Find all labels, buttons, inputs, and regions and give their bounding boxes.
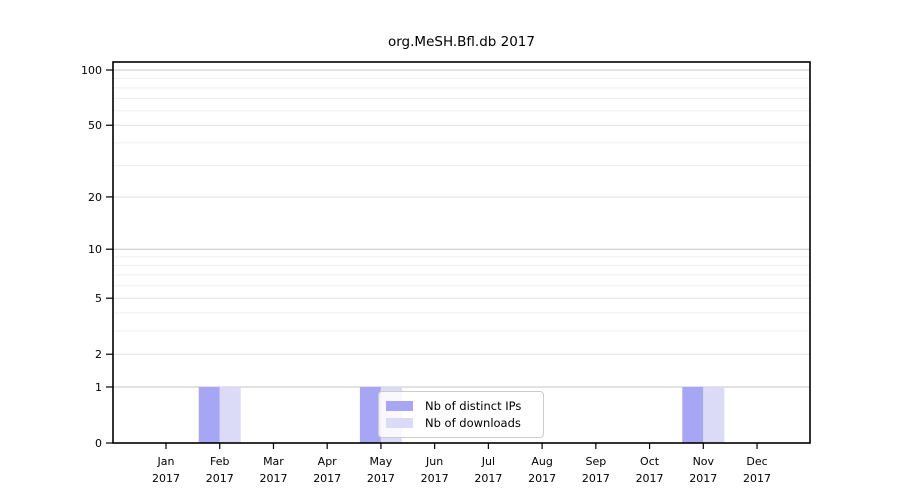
y-tick-label: 1 [95,381,102,394]
plot-border [112,61,811,444]
y-tick-label: 0 [95,437,102,450]
x-tick-label-month: Feb [210,455,229,468]
y-tick-label: 10 [88,243,102,256]
x-tick-label-month: Mar [263,455,284,468]
x-tick-label-year: 2017 [421,472,449,485]
y-tick-label: 100 [81,64,102,77]
bar-may-distinct-ips [359,386,381,443]
legend-swatch-downloads [386,418,413,429]
bar-feb-distinct-ips [198,386,220,443]
y-tick-label: 5 [95,292,102,305]
x-tick-label-month: Sep [585,455,606,468]
y-tick-label: 50 [88,119,102,132]
x-tick-label-year: 2017 [528,472,556,485]
legend-item-distinct-ips: Nb of distinct IPs [386,399,536,413]
x-tick-label-month: Jan [157,455,175,468]
x-tick-label-year: 2017 [206,472,234,485]
x-tick-label-year: 2017 [636,472,664,485]
x-tick-label-year: 2017 [259,472,287,485]
x-tick-label-month: Nov [693,455,715,468]
x-tick-label-month: Jul [481,455,495,468]
x-tick-label-month: Aug [531,455,552,468]
x-tick-label-month: Jun [425,455,443,468]
legend: Nb of distinct IPs Nb of downloads [378,391,544,438]
legend-item-downloads: Nb of downloads [386,416,536,430]
legend-label-distinct-ips: Nb of distinct IPs [425,398,522,413]
x-tick-label-year: 2017 [367,472,395,485]
legend-label-downloads: Nb of downloads [425,416,521,431]
bar-nov-downloads [703,386,725,443]
x-tick-label-year: 2017 [582,472,610,485]
x-tick-label-year: 2017 [474,472,502,485]
y-tick-label: 2 [95,348,102,361]
bar-nov-distinct-ips [682,386,704,443]
bar-feb-downloads [219,386,241,443]
legend-swatch-distinct-ips [386,400,413,411]
x-tick-label-month: Dec [746,455,767,468]
x-tick-label-month: May [370,455,393,468]
x-tick-label-year: 2017 [743,472,771,485]
chart-title: org.MeSH.Bfl.db 2017 [387,34,535,50]
x-tick-label-month: Apr [318,455,338,468]
x-tick-label-year: 2017 [689,472,717,485]
x-tick-label-year: 2017 [152,472,180,485]
x-tick-label-month: Oct [640,455,660,468]
y-tick-label: 20 [88,191,102,204]
x-tick-label-year: 2017 [313,472,341,485]
